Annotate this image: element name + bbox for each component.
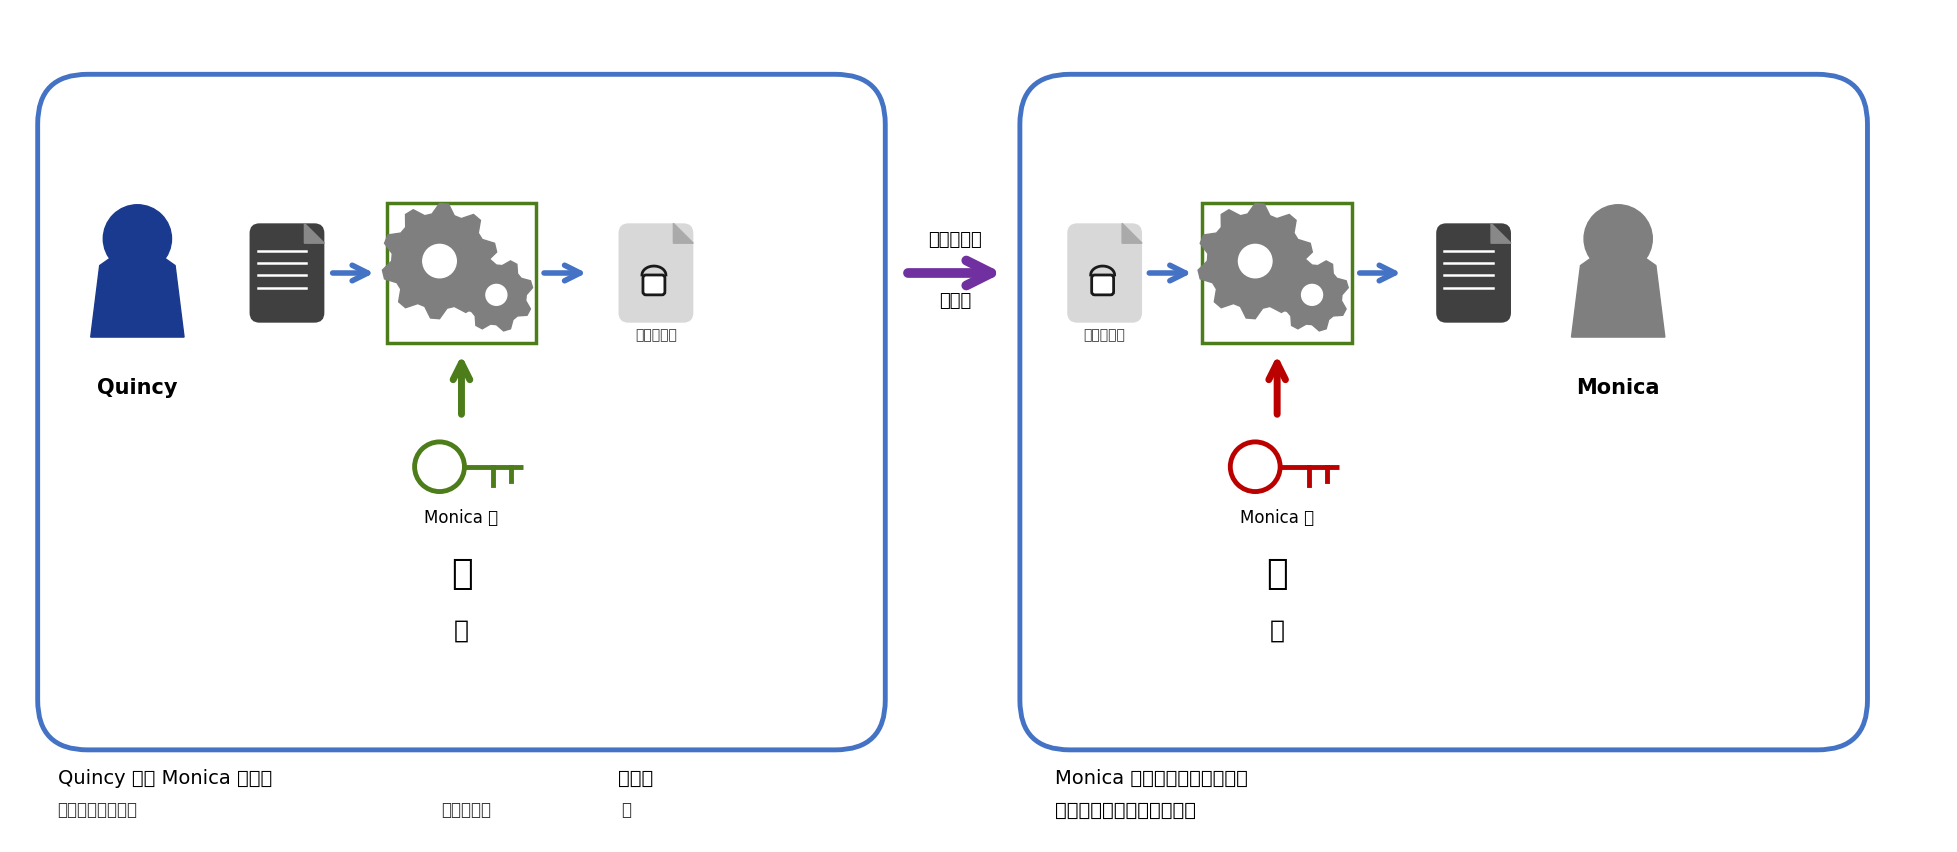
Text: Quincy: Quincy: [98, 378, 178, 398]
FancyBboxPatch shape: [1436, 224, 1511, 323]
Polygon shape: [382, 204, 497, 320]
FancyBboxPatch shape: [37, 75, 885, 750]
Text: 已加密文本: 已加密文本: [442, 800, 491, 818]
Text: 已加密文本: 已加密文本: [928, 231, 982, 249]
Text: 已加密文本: 已加密文本: [634, 328, 677, 343]
Text: Monica 的: Monica 的: [425, 509, 499, 527]
Text: 将他的: 将他的: [618, 768, 654, 787]
Text: 钥: 钥: [1270, 618, 1284, 642]
Polygon shape: [90, 251, 184, 337]
Text: Quincy 使用 Monica 的公钥: Quincy 使用 Monica 的公钥: [57, 768, 272, 787]
Polygon shape: [460, 260, 532, 331]
FancyBboxPatch shape: [618, 224, 693, 323]
Polygon shape: [1571, 251, 1665, 337]
Circle shape: [1239, 245, 1272, 279]
Text: 纯文本消息转换为: 纯文本消息转换为: [57, 800, 137, 818]
Text: 私: 私: [1266, 556, 1288, 590]
FancyBboxPatch shape: [1202, 204, 1352, 343]
Text: 钥: 钥: [454, 618, 470, 642]
FancyBboxPatch shape: [250, 224, 325, 323]
Text: 已发送: 已发送: [939, 291, 971, 309]
Text: Monica 收到已加密文本并使用: Monica 收到已加密文本并使用: [1055, 768, 1249, 787]
Text: 她的私钥将其转回纯文本。: 她的私钥将其转回纯文本。: [1055, 800, 1196, 819]
Circle shape: [1301, 285, 1323, 306]
Text: 纯文本: 纯文本: [274, 328, 299, 343]
Text: Monica: Monica: [1577, 378, 1660, 398]
Circle shape: [1583, 205, 1652, 273]
Polygon shape: [1198, 204, 1313, 320]
Text: 公: 公: [450, 556, 472, 590]
Circle shape: [429, 457, 450, 478]
Polygon shape: [1491, 224, 1511, 244]
FancyBboxPatch shape: [644, 276, 665, 296]
Circle shape: [104, 205, 172, 273]
Polygon shape: [305, 224, 325, 244]
FancyBboxPatch shape: [1020, 75, 1867, 750]
Polygon shape: [1121, 224, 1143, 244]
Text: 纯文本: 纯文本: [1462, 328, 1485, 343]
FancyBboxPatch shape: [1092, 276, 1114, 296]
Circle shape: [485, 285, 507, 306]
FancyBboxPatch shape: [387, 204, 536, 343]
FancyBboxPatch shape: [1067, 224, 1143, 323]
Polygon shape: [1276, 260, 1348, 331]
Circle shape: [423, 245, 456, 279]
Text: 。: 。: [620, 800, 630, 818]
Text: Monica 的: Monica 的: [1241, 509, 1315, 527]
Text: 已加密文本: 已加密文本: [1084, 328, 1125, 343]
Circle shape: [1245, 457, 1266, 478]
Polygon shape: [673, 224, 693, 244]
